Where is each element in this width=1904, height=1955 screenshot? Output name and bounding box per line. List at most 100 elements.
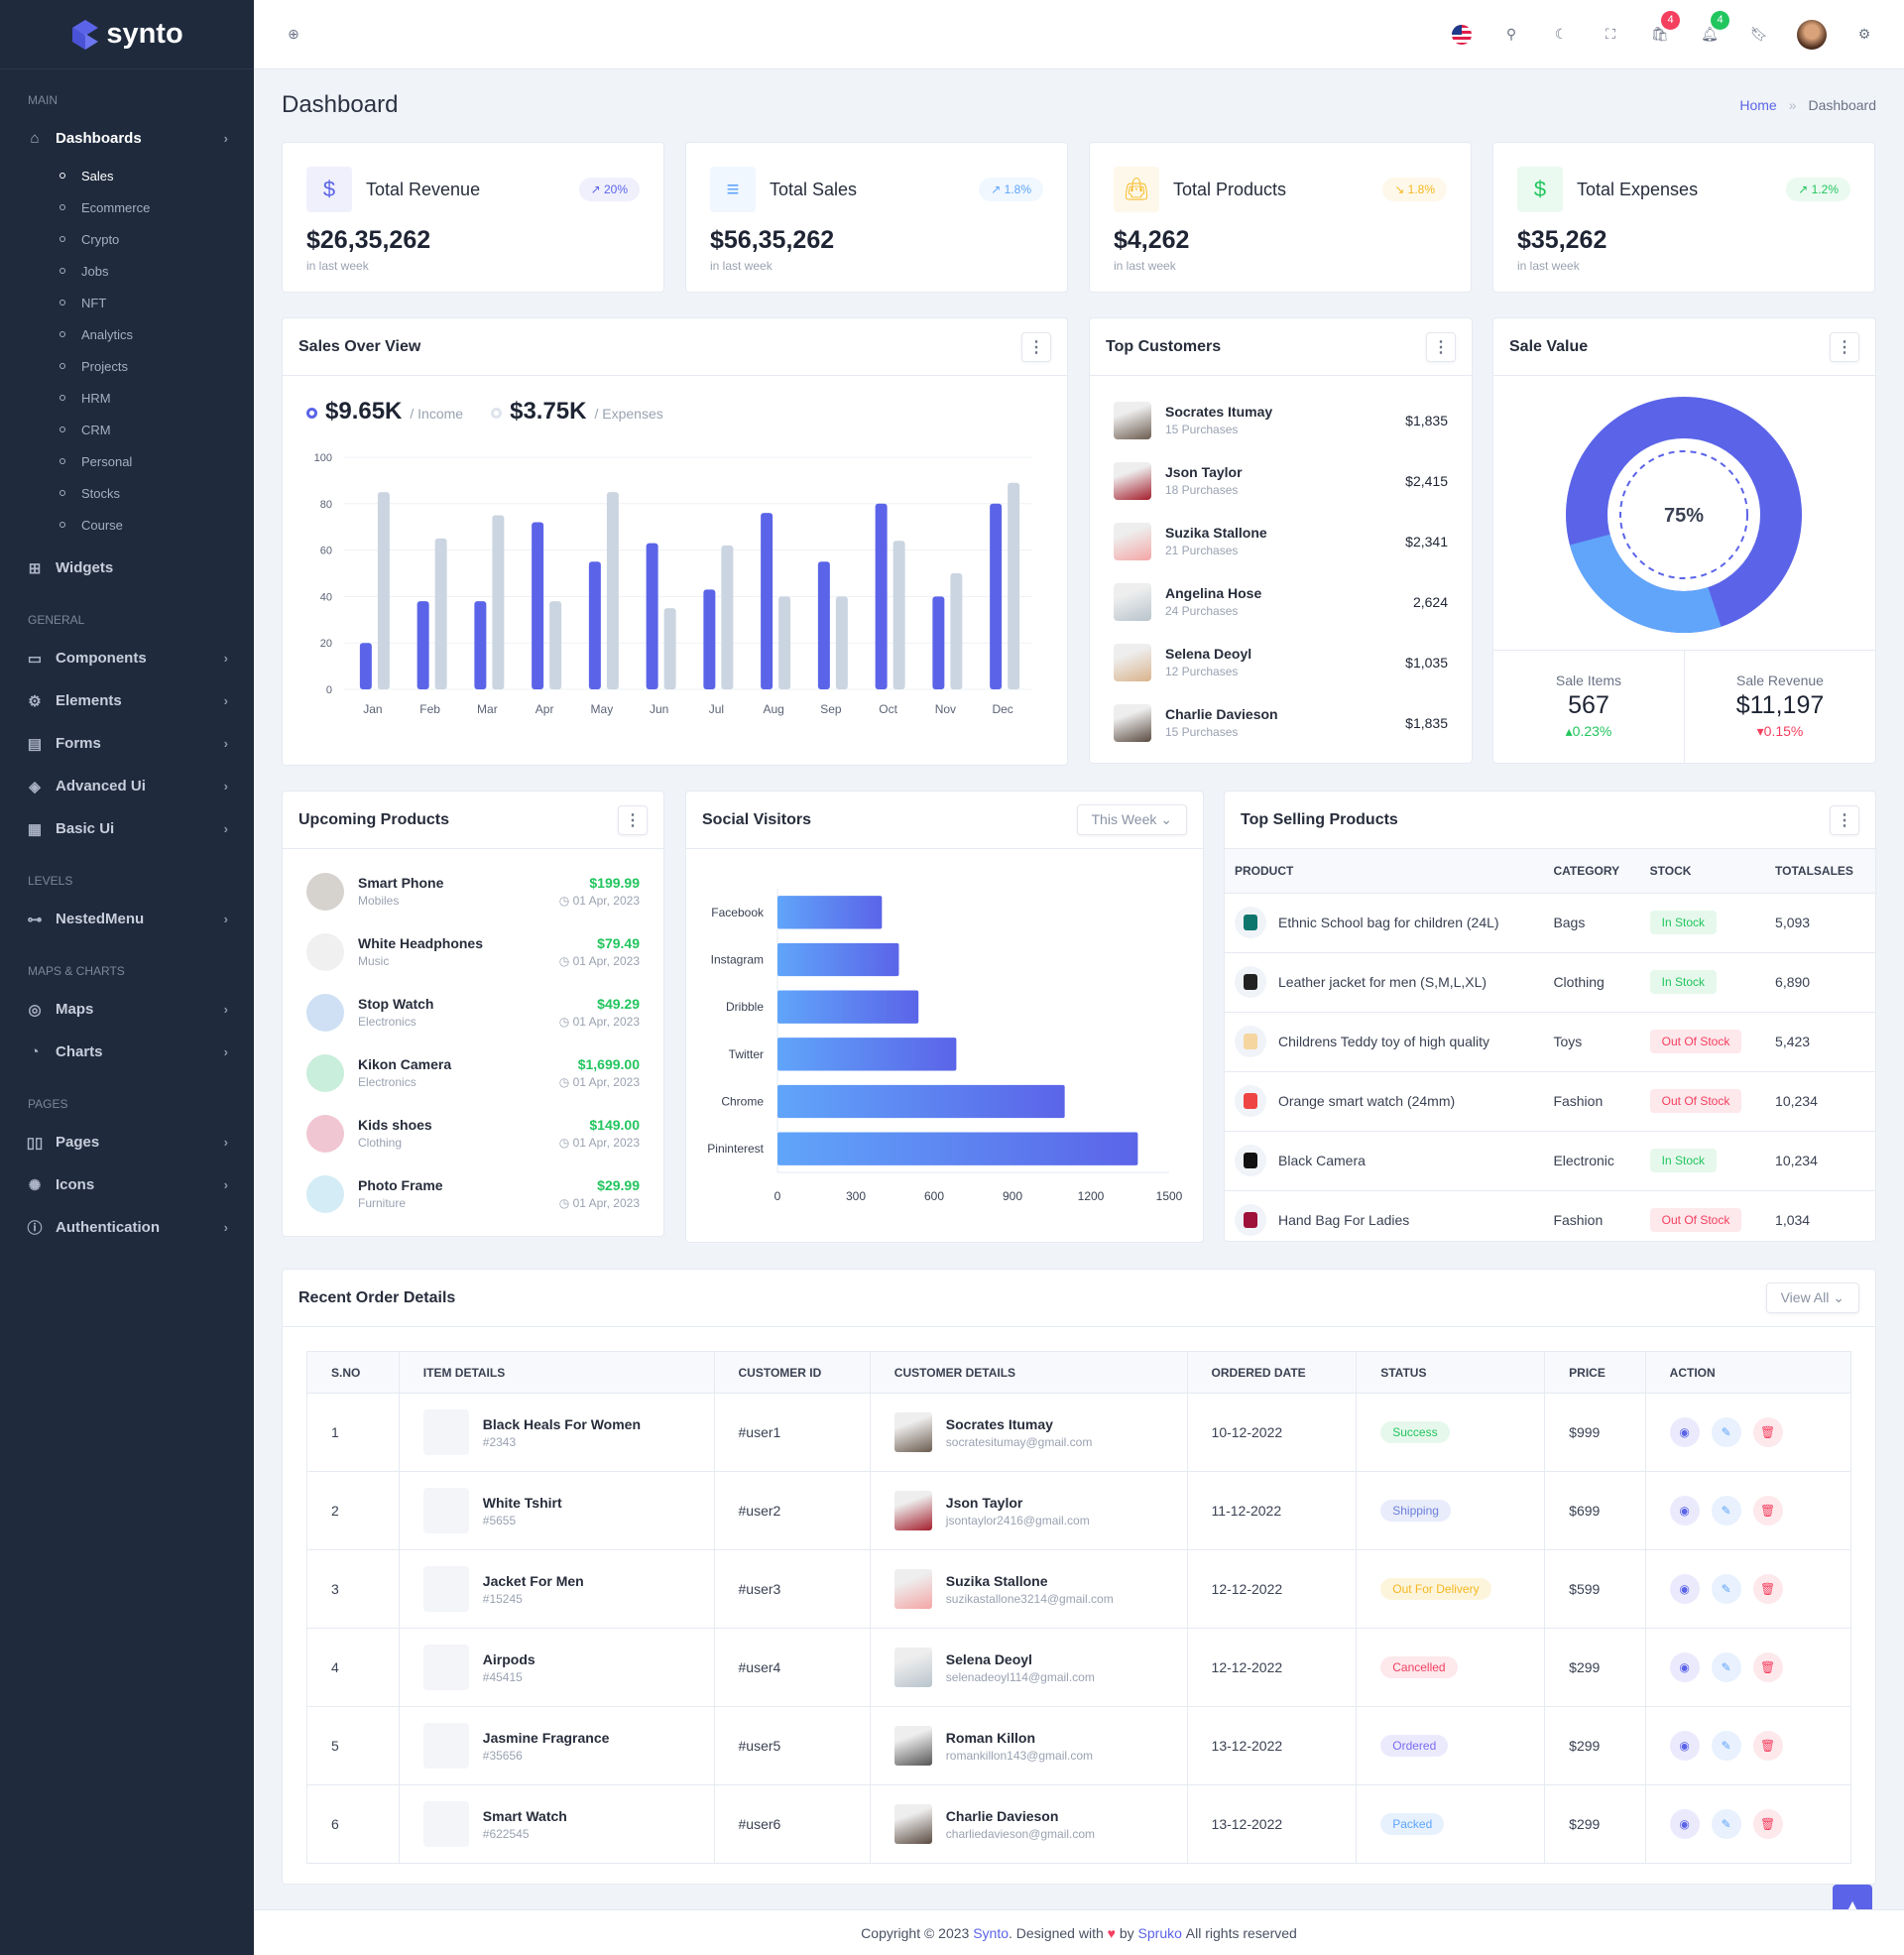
customer-item[interactable]: Angelina Hose 24 Purchases 2,624	[1090, 571, 1472, 632]
customer-item[interactable]: Charlie Davieson 15 Purchases $1,835	[1090, 692, 1472, 753]
sidebar-item-elements[interactable]: ⚙ Elements ›	[0, 679, 254, 722]
table-row[interactable]: 5 Jasmine Fragrance #35656 #user5 Roman K…	[306, 1706, 1852, 1785]
view-button[interactable]: ◉	[1669, 1496, 1700, 1526]
us-flag-icon[interactable]	[1450, 23, 1474, 47]
upcoming-product-item[interactable]: Stop Watch Electronics $49.29 ◷ 01 Apr, 202…	[283, 982, 663, 1042]
sidebar-subitem[interactable]: Ecommerce	[0, 191, 254, 223]
bookmark-icon[interactable]: 🔖︎	[1750, 26, 1768, 42]
view-button[interactable]: ◉	[1669, 1574, 1700, 1604]
bell-icon[interactable]: 🔔︎ 4	[1698, 10, 1729, 47]
table-row[interactable]: 6 Smart Watch #622545 #user6 Charlie Davi…	[306, 1784, 1852, 1864]
sidebar-item-charts[interactable]: ◔ Charts ›	[0, 1031, 254, 1073]
table-row[interactable]: Hand Bag For Ladies Fashion Out Of Stock 1,…	[1225, 1190, 1875, 1241]
more-menu-button[interactable]: ⋮	[1021, 331, 1051, 362]
sidebar-item-nestedmenu[interactable]: ⊶ NestedMenu ›	[0, 898, 254, 940]
cart-icon[interactable]: 🛍︎ 4	[1648, 10, 1680, 47]
sidebar-item-components[interactable]: ▭ Components ›	[0, 637, 254, 679]
table-row[interactable]: Childrens Teddy toy of high quality Toys O…	[1225, 1012, 1875, 1072]
fullscreen-icon[interactable]: ⛶	[1606, 26, 1615, 42]
edit-button[interactable]: ✎	[1711, 1417, 1741, 1447]
period-dropdown[interactable]: This Week ⌄	[1076, 804, 1187, 835]
sidebar-item-maps[interactable]: ◎ Maps ›	[0, 988, 254, 1031]
upcoming-product-item[interactable]: Smart Phone Mobiles $199.99 ◷ 01 Apr, 2023	[283, 861, 663, 921]
customer-item[interactable]: Suzika Stallone 21 Purchases $2,341	[1090, 511, 1472, 571]
sidebar-item-forms[interactable]: ▤ Forms ›	[0, 722, 254, 765]
edit-button[interactable]: ✎	[1711, 1496, 1741, 1526]
sidebar-item-advanced-ui[interactable]: ◈ Advanced Ui ›	[0, 765, 254, 807]
edit-button[interactable]: ✎	[1711, 1574, 1741, 1604]
table-row[interactable]: 2 White Tshirt #5655 #user2 Json Taylor js…	[306, 1471, 1852, 1550]
moon-icon[interactable]: ☾	[1554, 26, 1568, 42]
more-menu-button[interactable]: ⋮	[1426, 331, 1456, 362]
breadcrumb-home[interactable]: Home	[1739, 97, 1777, 113]
sidebar-toggle-icon[interactable]: ⊕	[288, 26, 299, 42]
customer-id[interactable]: #user1	[713, 1393, 871, 1472]
upcoming-product-item[interactable]: Kids shoes Clothing $149.00 ◷ 01 Apr, 2023	[283, 1103, 663, 1163]
sidebar-item-icons[interactable]: ✺ Icons ›	[0, 1163, 254, 1206]
footer-brand-link[interactable]: Synto	[973, 1924, 1010, 1941]
logo[interactable]: synto	[0, 0, 254, 69]
customer-id[interactable]: #user5	[713, 1706, 871, 1785]
delete-button[interactable]: 🗑︎	[1752, 1574, 1783, 1604]
view-all-dropdown[interactable]: View All ⌄	[1765, 1283, 1859, 1313]
sidebar-subitem[interactable]: Analytics	[0, 318, 254, 350]
view-button[interactable]: ◉	[1669, 1652, 1700, 1682]
delete-button[interactable]: 🗑︎	[1752, 1652, 1783, 1682]
customer-item[interactable]: Socrates Itumay 15 Purchases $1,835	[1090, 390, 1472, 450]
customer-id[interactable]: #user4	[713, 1628, 871, 1707]
sidebar-subitem[interactable]: HRM	[0, 382, 254, 414]
sidebar-subitem[interactable]: Crypto	[0, 223, 254, 255]
order-price: $999	[1544, 1393, 1646, 1472]
delete-button[interactable]: 🗑︎	[1752, 1417, 1783, 1447]
edit-button[interactable]: ✎	[1711, 1652, 1741, 1682]
sidebar-subitem[interactable]: Projects	[0, 350, 254, 382]
table-row[interactable]: Orange smart watch (24mm) Fashion Out Of S…	[1225, 1071, 1875, 1132]
sidebar-subitem[interactable]: NFT	[0, 287, 254, 318]
footer-company-link[interactable]: Spruko	[1137, 1924, 1182, 1941]
upcoming-product-item[interactable]: Photo Frame Furniture $29.99 ◷ 01 Apr, 2023	[283, 1163, 663, 1224]
view-button[interactable]: ◉	[1669, 1809, 1700, 1839]
stock-badge: In Stock	[1649, 970, 1717, 994]
delete-button[interactable]: 🗑︎	[1752, 1496, 1783, 1526]
table-row[interactable]: Leather jacket for men (S,M,L,XL) Clothin…	[1225, 952, 1875, 1013]
sidebar-item-widgets[interactable]: ⊞ Widgets	[0, 547, 254, 589]
upcoming-product-item[interactable]: White Headphones Music $79.49 ◷ 01 Apr, 202…	[283, 921, 663, 982]
user-avatar[interactable]	[1797, 19, 1827, 50]
sidebar-subitem[interactable]: Sales	[0, 160, 254, 191]
item-thumbnail	[422, 1488, 469, 1533]
search-icon[interactable]: ⚲	[1505, 26, 1517, 42]
table-row[interactable]: 1 Black Heals For Women #2343 #user1 Socr…	[306, 1393, 1852, 1472]
social-visitors-card: Social Visitors This Week ⌄ Facebook Insta…	[685, 791, 1204, 1243]
more-menu-button[interactable]: ⋮	[1830, 804, 1859, 835]
sidebar-subitem[interactable]: Course	[0, 509, 254, 541]
table-row[interactable]: Ethnic School bag for children (24L) Bags…	[1225, 893, 1875, 953]
sidebar-subitem[interactable]: Jobs	[0, 255, 254, 287]
more-menu-button[interactable]: ⋮	[1830, 331, 1859, 362]
gear-icon[interactable]: ⚙	[1857, 26, 1871, 42]
edit-button[interactable]: ✎	[1711, 1809, 1741, 1839]
customer-id[interactable]: #user2	[713, 1471, 871, 1550]
table-row[interactable]: 3 Jacket For Men #15245 #user3 Suzika Sta…	[306, 1549, 1852, 1629]
customer-id[interactable]: #user6	[713, 1784, 871, 1864]
sidebar-subitem[interactable]: Personal	[0, 445, 254, 477]
customer-id[interactable]: #user3	[713, 1549, 871, 1629]
view-button[interactable]: ◉	[1669, 1731, 1700, 1761]
upcoming-product-item[interactable]: Kikon Camera Electronics $1,699.00 ◷ 01 Apr…	[283, 1042, 663, 1103]
table-row[interactable]: Black Camera Electronic In Stock 10,234	[1225, 1131, 1875, 1191]
edit-button[interactable]: ✎	[1711, 1731, 1741, 1761]
more-menu-button[interactable]: ⋮	[618, 804, 648, 835]
sidebar-subitem[interactable]: Stocks	[0, 477, 254, 509]
delete-button[interactable]: 🗑︎	[1752, 1731, 1783, 1761]
customer-item[interactable]: Json Taylor 18 Purchases $2,415	[1090, 450, 1472, 511]
delete-button[interactable]: 🗑︎	[1752, 1809, 1783, 1839]
chevron-right-icon: ›	[223, 1220, 228, 1235]
sidebar-item-dashboards[interactable]: ⌂ Dashboards ›	[0, 117, 254, 160]
sidebar-item-pages[interactable]: ▯▯ Pages ›	[0, 1121, 254, 1163]
view-button[interactable]: ◉	[1669, 1417, 1700, 1447]
customer-item[interactable]: Selena Deoyl 12 Purchases $1,035	[1090, 632, 1472, 692]
sidebar-item-authentication[interactable]: ⓘ Authentication ›	[0, 1206, 254, 1249]
stat-label: Total Expenses	[1577, 179, 1699, 199]
table-row[interactable]: 4 Airpods #45415 #user4 Selena Deoyl selen…	[306, 1628, 1852, 1707]
sidebar-item-basic-ui[interactable]: ▦ Basic Ui ›	[0, 807, 254, 850]
sidebar-subitem[interactable]: CRM	[0, 414, 254, 445]
